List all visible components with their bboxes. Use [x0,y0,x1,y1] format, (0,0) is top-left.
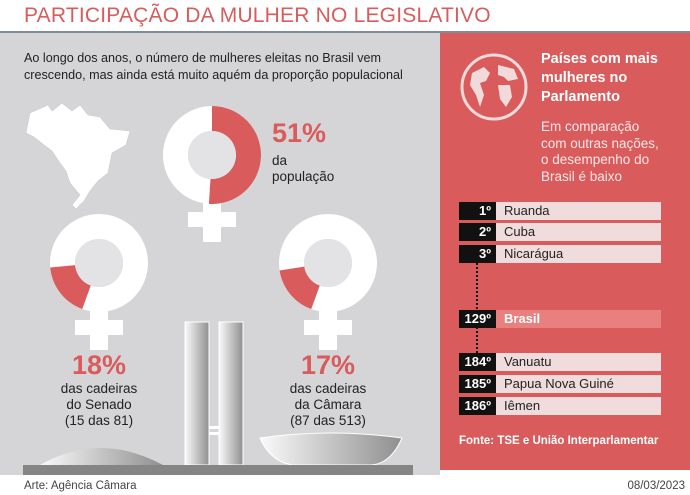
label-line: (15 das 81) [64,413,134,428]
label-line: das cadeiras [60,381,138,396]
population-value: 51% [272,118,327,148]
intro-line: Ao longo dos anos, o número de mulheres … [24,51,382,65]
globe-icon [460,53,528,121]
camara-stat: 17% das cadeiras da Câmara (87 das 513) [258,350,398,429]
chamber-bowl [259,432,403,466]
label-line: das cadeiras [289,381,367,396]
rank: 185º [459,375,496,393]
senado-symbol-share-arc [50,265,91,310]
label-line: da Câmara [294,397,362,412]
senado-symbol-ring [50,214,148,312]
ranking-subtitle: Em comparação com outras nações, o desem… [541,119,659,185]
title-line: Países com mais [541,51,658,67]
camara-symbol-crossbar [304,320,352,335]
country-name: Iêmen [496,397,661,415]
country-name: Cuba [496,223,661,241]
country-name: Papua Nova Guiné [496,375,661,393]
rank: 186º [459,397,496,415]
intro-text: Ao longo dos anos, o número de mulheres … [24,50,403,84]
population-symbol-inner [188,131,236,179]
subtitle-line: Em comparação [541,119,640,134]
label-line: da [272,153,288,168]
intro-line: crescendo, mas ainda está muito aquém da… [24,68,403,82]
title-line: mulheres no [541,70,628,86]
title-line: Parlamento [541,89,620,105]
label-line: população [272,169,335,184]
senado-symbol-inner [75,239,123,287]
ranking-row: 3º Nicarágua [459,245,661,263]
country-name: Brasil [496,310,661,328]
senate-dome [40,448,163,465]
brazil-map-icon [25,102,131,210]
rank: 1º [459,202,496,220]
country-name: Vanuatu [496,353,661,371]
ranking-row: 185º Papua Nova Guiné [459,375,661,393]
label-line: do Senado [66,397,132,412]
rank: 184º [459,353,496,371]
tower-right [218,321,244,466]
credit: Arte: Agência Câmara [24,480,137,492]
senado-stat: 18% das cadeiras do Senado (15 das 81) [29,350,169,429]
date: 08/03/2023 [627,480,685,492]
ranking-row: 184º Vanuatu [459,353,661,371]
camara-symbol-inner [304,239,352,287]
page-title: PARTICIPAÇÃO DA MULHER NO LEGISLATIVO [24,4,491,27]
subtitle-line: Brasil é baixo [541,168,623,184]
ranking-row: 2º Cuba [459,223,661,241]
tower-left [184,321,210,466]
camara-symbol-ring [279,214,377,312]
dotted-connector [476,263,478,353]
ranking-row: 129º Brasil [459,310,661,328]
ranking-row: 186º Iêmen [459,397,661,415]
subtitle-line: com outras nações, [541,135,659,151]
rank: 129º [459,310,496,328]
source-note: Fonte: TSE e União Interparlamentar [459,435,659,447]
country-name: Ruanda [496,202,661,220]
title-divider [0,31,690,33]
camara-value: 17% [300,350,356,380]
ranking-title: Países com mais mulheres no Parlamento [541,50,658,107]
senado-value: 18% [71,350,127,380]
rank: 2º [459,223,496,241]
population-label: da população [272,153,334,185]
camara-symbol-share-arc [279,266,320,310]
country-name: Nicarágua [496,245,661,263]
illustration [23,102,413,475]
senado-symbol-crossbar [75,320,123,335]
platform [23,465,413,475]
subtitle-line: o desempenho do [541,152,650,167]
rank: 3º [459,245,496,263]
label-line: (87 das 513) [290,413,366,428]
ranking-row: 1º Ruanda [459,202,661,220]
population-symbol-crossbar [188,212,236,227]
population-symbol-share-arc [208,106,262,204]
